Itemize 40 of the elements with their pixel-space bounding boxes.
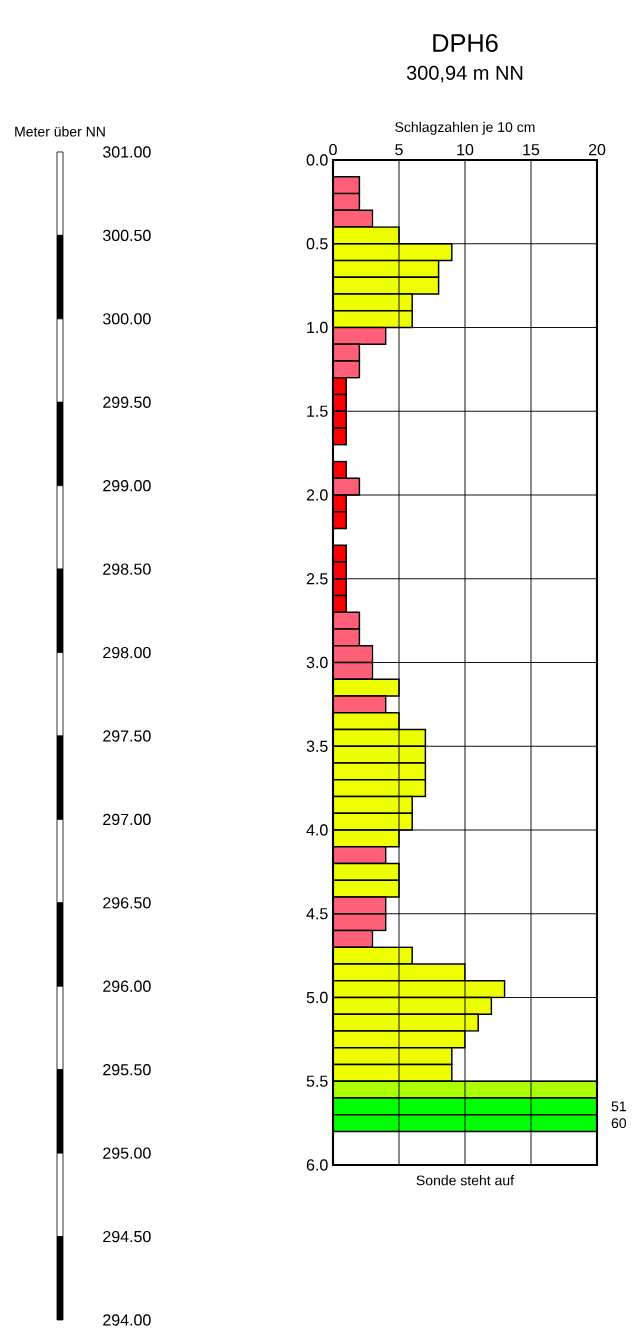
y2-tick-label: 296.50 <box>103 897 151 909</box>
y-tick-label: 2.0 <box>306 489 328 501</box>
y-tick-label: 2.5 <box>306 573 328 585</box>
chart-subtitle: 300,94 m NN <box>406 65 523 83</box>
x2-tick-label: 15 <box>523 144 540 156</box>
y2-tick-label: 296.00 <box>103 980 151 992</box>
y-tick-label: 4.0 <box>306 824 328 836</box>
y-tick-label: 4.5 <box>306 908 328 920</box>
y2-tick-label: 295.00 <box>103 1147 151 1159</box>
y-tick-label: 1.5 <box>307 405 328 417</box>
y2-tick-label: 294.00 <box>103 1314 151 1326</box>
y2-tick-label: 298.50 <box>103 563 151 575</box>
y-tick-label: 3.5 <box>306 740 328 752</box>
y-tick-label: 0.0 <box>306 154 328 166</box>
x2-tick-label: 5 <box>395 144 403 156</box>
y2-tick-label: 301.00 <box>102 146 151 158</box>
x2-tick-label: 20 <box>588 143 606 156</box>
y2-tick-label: 299.00 <box>103 480 151 492</box>
band-label: 60 <box>611 1118 627 1129</box>
y-tick-label: 5.5 <box>306 1075 328 1087</box>
y-tick-label: 1.0 <box>307 321 328 334</box>
x2-tick-label: 0 <box>329 143 337 156</box>
y2-tick-label: 294.50 <box>103 1230 151 1243</box>
x2-tick-label: 10 <box>457 143 474 156</box>
y-tick-label: 3.0 <box>306 656 328 669</box>
text: Sonde steht auf <box>416 1175 515 1186</box>
y2-tick-label: 298.00 <box>103 646 151 659</box>
y-tick-label: 5.0 <box>306 991 328 1004</box>
y2-axis-title: Meter über NN <box>15 126 105 137</box>
y2-tick-label: 300.50 <box>102 229 151 242</box>
chart-title: DPH6 <box>433 34 498 52</box>
band-label: 51 <box>611 1101 626 1112</box>
y2-tick-label: 297.50 <box>103 730 151 742</box>
y2-tick-label: 299.50 <box>103 396 151 408</box>
y2-tick-label: 295.50 <box>103 1064 151 1076</box>
y2-tick-label: 300.00 <box>102 313 151 325</box>
y2-tick-label: 297.00 <box>103 813 151 826</box>
y-tick-label: 0.5 <box>306 238 328 250</box>
x2-axis-title: Schlagzahlen je 10 cm <box>395 121 535 135</box>
y-tick-label: 6.0 <box>306 1159 328 1171</box>
